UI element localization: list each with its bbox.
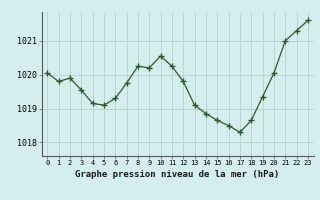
X-axis label: Graphe pression niveau de la mer (hPa): Graphe pression niveau de la mer (hPa) — [76, 170, 280, 179]
